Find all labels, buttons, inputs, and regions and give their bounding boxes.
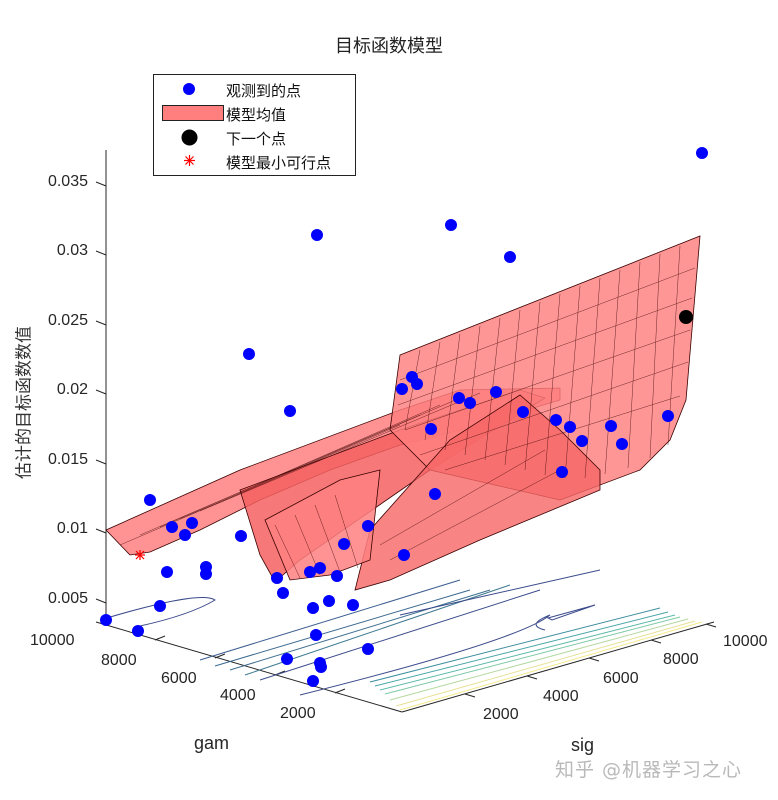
z-tick-label: 0.005 (47, 590, 88, 607)
observed-point (662, 410, 674, 422)
contour-plot (99, 569, 703, 711)
observed-point (323, 595, 335, 607)
observed-point (166, 521, 178, 533)
gam-axis-label: gam (194, 733, 230, 753)
observed-point (186, 517, 198, 529)
sig-tick-label: 10000 (723, 633, 768, 650)
observed-point (338, 538, 350, 550)
legend-item-min-feasible: 模型最小可行点 (154, 150, 354, 174)
model-mean-surface (105, 235, 701, 591)
observed-point (235, 530, 247, 542)
observed-point (331, 570, 343, 582)
sig-tick-label: 4000 (543, 688, 579, 705)
observed-point (307, 602, 319, 614)
observed-point (605, 420, 617, 432)
observed-point (161, 566, 173, 578)
z-tick-label: 0.035 (47, 173, 88, 190)
gam-tick-label: 2000 (280, 705, 316, 722)
observed-point (696, 147, 708, 159)
observed-point (315, 661, 327, 673)
z-axis (95, 150, 107, 622)
observed-points (100, 147, 708, 687)
observed-point (564, 421, 576, 433)
observed-point (411, 378, 423, 390)
black-circle-icon (181, 129, 198, 146)
observed-point (284, 405, 296, 417)
observed-point (445, 219, 457, 231)
observed-point (362, 520, 374, 532)
observed-point (398, 549, 410, 561)
z-tick-label: 0.025 (47, 312, 88, 329)
observed-point (311, 229, 323, 241)
observed-point (200, 568, 212, 580)
legend-item-next-point: 下一个点 (154, 126, 354, 150)
observed-point (271, 572, 283, 584)
observed-point (550, 414, 562, 426)
observed-point (100, 614, 112, 626)
observed-point (314, 562, 326, 574)
asterisk-icon (184, 155, 195, 166)
chart-title: 目标函数模型 (335, 36, 443, 57)
observed-point (362, 643, 374, 655)
min-feasible-marker (135, 550, 145, 560)
observed-point (556, 466, 568, 478)
z-tick-label: 0.01 (56, 520, 88, 537)
sig-tick-label: 8000 (663, 651, 699, 668)
observed-point (576, 435, 588, 447)
observed-point (310, 629, 322, 641)
gam-tick-label: 6000 (161, 670, 197, 687)
observed-point (517, 406, 529, 418)
observed-point (429, 488, 441, 500)
gam-tick-label: 4000 (220, 687, 256, 704)
observed-point (179, 529, 191, 541)
observed-point (490, 386, 502, 398)
observed-point (347, 599, 359, 611)
blue-circle-icon (183, 83, 195, 95)
observed-point (425, 423, 437, 435)
floor-axes (95, 621, 717, 713)
z-tick-label: 0.015 (47, 451, 88, 468)
observed-point (504, 251, 516, 263)
sig-tick-label: 2000 (483, 706, 519, 723)
gam-tick-label: 10000 (30, 632, 75, 649)
observed-point (243, 348, 255, 360)
observed-point (464, 397, 476, 409)
legend: 观测到的点 模型均值 下一个点 模型最小可行点 (153, 74, 356, 176)
next-point-marker (679, 310, 693, 324)
observed-point (132, 625, 144, 637)
sig-tick-label: 6000 (603, 670, 639, 687)
observed-point (453, 392, 465, 404)
z-tick-label: 0.02 (56, 381, 88, 398)
observed-point (396, 383, 408, 395)
observed-point (616, 438, 628, 450)
z-tick-label: 0.03 (56, 242, 88, 259)
legend-item-observed: 观测到的点 (154, 78, 354, 102)
observed-point (154, 600, 166, 612)
observed-point (144, 494, 156, 506)
sig-axis-label: sig (571, 735, 595, 755)
watermark: 知乎 @机器学习之心 (555, 759, 743, 781)
observed-point (307, 675, 319, 687)
observed-point (281, 653, 293, 665)
red-patch-icon (162, 105, 224, 121)
observed-point (277, 587, 289, 599)
legend-item-model-mean: 模型均值 (154, 102, 354, 126)
observed-point (304, 566, 316, 578)
gam-tick-label: 8000 (101, 652, 137, 669)
